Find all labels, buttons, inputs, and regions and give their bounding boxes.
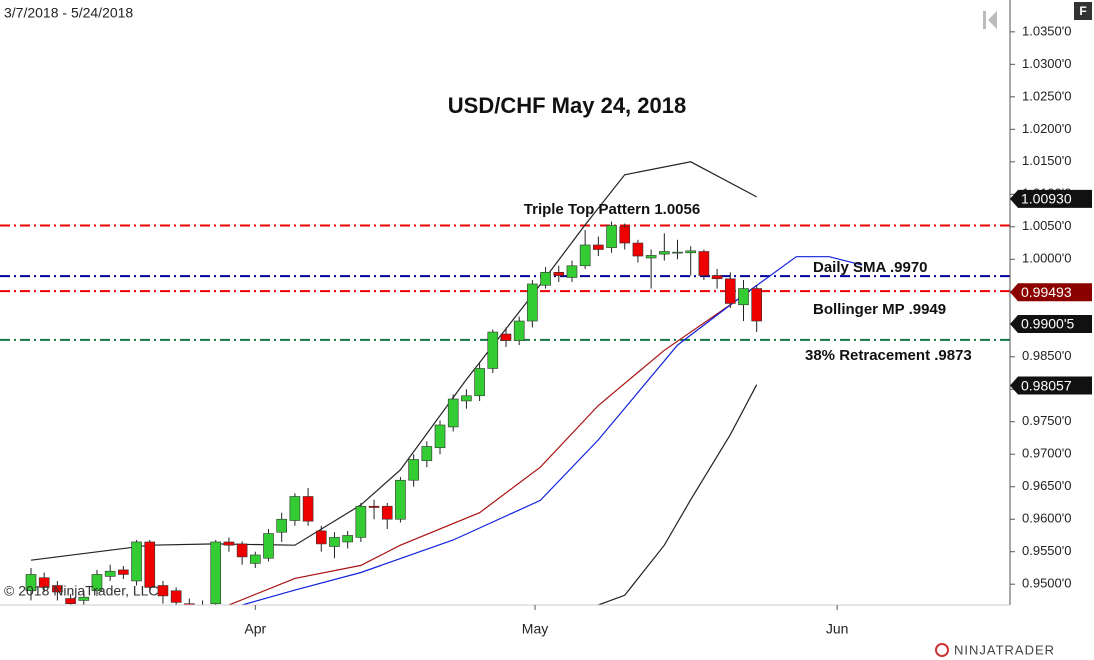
- candle-body: [447, 398, 459, 428]
- candle-body: [236, 543, 248, 558]
- candle-body: [289, 496, 301, 521]
- chart-title: USD/CHF May 24, 2018: [448, 93, 686, 118]
- candle-body: [223, 541, 235, 546]
- candle-body: [540, 271, 551, 286]
- indicator-line: [228, 284, 758, 605]
- indicator-line: [598, 384, 758, 605]
- candle-body: [91, 574, 103, 592]
- candle-body: [157, 585, 169, 597]
- annotation: Daily SMA .9970: [813, 259, 928, 276]
- corner-box[interactable]: [1074, 2, 1092, 20]
- candle-body: [632, 242, 644, 257]
- price-marker: [1010, 283, 1092, 302]
- price-marker: [1010, 189, 1092, 208]
- candle-body: [263, 533, 274, 559]
- candle-body: [276, 518, 288, 533]
- brand: NINJATRADER: [954, 642, 1055, 657]
- candle-body: [500, 333, 512, 341]
- candle-body: [355, 505, 367, 538]
- candle-body: [144, 541, 156, 588]
- indicator-line: [30, 161, 757, 561]
- annotation: 38% Retracement .9873: [805, 347, 972, 364]
- date-range: 3/7/2018 - 5/24/2018: [4, 5, 133, 21]
- y-tick-label: 1.0250'0: [1022, 88, 1071, 103]
- candle-body: [527, 283, 538, 322]
- y-tick-label: 0.9850'0: [1022, 348, 1071, 363]
- corner-icon[interactable]: F: [1079, 4, 1086, 18]
- candle-body: [170, 590, 182, 603]
- candle-body: [659, 251, 670, 255]
- candle-body: [184, 603, 195, 605]
- candle-body: [566, 265, 578, 278]
- candle-body: [606, 225, 617, 248]
- candle-body: [593, 244, 604, 250]
- candle-body: [513, 320, 525, 341]
- candle-body: [381, 505, 393, 520]
- nav-icon[interactable]: [983, 11, 997, 29]
- candle-body: [685, 250, 697, 254]
- x-tick-label: May: [522, 621, 548, 637]
- price-marker-label: 0.98057: [1021, 377, 1072, 393]
- price-marker-label: 1.00930: [1021, 191, 1072, 207]
- candle-body: [302, 496, 314, 522]
- candle-body: [342, 535, 353, 543]
- y-tick-label: 1.0150'0: [1022, 153, 1071, 168]
- y-tick-label: 1.0200'0: [1022, 121, 1071, 136]
- y-tick-label: 0.9500'0: [1022, 576, 1071, 591]
- candle-body: [724, 278, 736, 304]
- y-tick-label: 1.0350'0: [1022, 23, 1071, 38]
- candle-body: [698, 251, 710, 276]
- y-tick-label: 0.9750'0: [1022, 413, 1071, 428]
- candle-body: [738, 288, 749, 306]
- brand-logo: [935, 643, 949, 657]
- y-tick-label: 1.0050'0: [1022, 218, 1071, 233]
- candle-body: [52, 585, 63, 593]
- plot-area: [0, 161, 1010, 605]
- candle-body: [421, 446, 433, 462]
- candle-body: [579, 244, 591, 267]
- y-tick-label: 1.0000'0: [1022, 251, 1071, 266]
- candle-body: [78, 596, 90, 601]
- candle-body: [645, 255, 657, 259]
- candle-body: [395, 479, 406, 520]
- candle-body: [25, 574, 37, 592]
- candle-body: [434, 424, 446, 449]
- y-tick-label: 0.9550'0: [1022, 543, 1071, 558]
- candle-body: [118, 569, 129, 575]
- candle-body: [408, 459, 419, 481]
- x-tick-label: Jun: [826, 621, 849, 637]
- y-tick-label: 0.9650'0: [1022, 478, 1071, 493]
- candle-body: [65, 598, 76, 605]
- candle-body: [368, 505, 380, 508]
- candle-body: [487, 331, 499, 369]
- y-tick-label: 0.9700'0: [1022, 446, 1071, 461]
- candle-body: [553, 271, 565, 276]
- candle-body: [619, 226, 631, 244]
- candle-body: [38, 577, 50, 588]
- annotation: Triple Top Pattern 1.0056: [524, 201, 700, 218]
- candle-body: [210, 541, 222, 605]
- candle-body: [711, 275, 723, 280]
- indicator-line: [241, 256, 863, 605]
- candle-body: [249, 554, 261, 564]
- x-tick-label: Apr: [244, 621, 266, 637]
- candle-body: [131, 541, 142, 582]
- candle-body: [104, 570, 116, 577]
- candle-body: [751, 288, 762, 322]
- candle-body: [461, 395, 472, 402]
- candle-body: [315, 530, 327, 545]
- price-marker-label: 0.99493: [1021, 284, 1072, 300]
- candle-body: [329, 537, 340, 547]
- candle-body: [474, 368, 485, 397]
- price-marker: [1010, 376, 1092, 395]
- y-tick-label: 0.9600'0: [1022, 511, 1071, 526]
- copyright: © 2018 NinjaTrader, LLC: [4, 583, 159, 599]
- y-tick-label: 1.0300'0: [1022, 56, 1071, 71]
- candle-body: [672, 251, 683, 254]
- price-marker-label: 0.9900'5: [1021, 316, 1074, 332]
- annotation: Bollinger MP .9949: [813, 301, 946, 318]
- price-marker: [1010, 314, 1092, 333]
